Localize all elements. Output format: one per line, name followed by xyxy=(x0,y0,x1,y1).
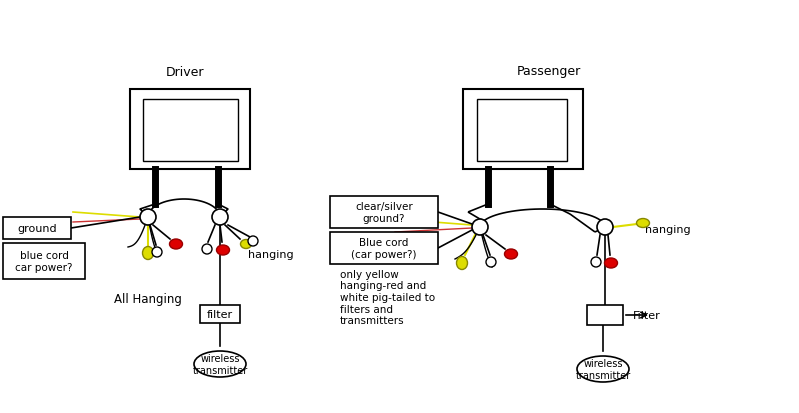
Ellipse shape xyxy=(169,240,182,249)
Text: Driver: Driver xyxy=(165,65,205,78)
Circle shape xyxy=(248,236,258,247)
FancyBboxPatch shape xyxy=(3,218,71,240)
Text: Blue cord
(car power?): Blue cord (car power?) xyxy=(352,237,417,259)
FancyBboxPatch shape xyxy=(330,197,438,228)
Text: only yellow
hanging-red and
white pig-tailed to
filters and
transmitters: only yellow hanging-red and white pig-ta… xyxy=(340,269,435,325)
Text: ground: ground xyxy=(18,223,57,233)
Circle shape xyxy=(212,209,228,225)
Circle shape xyxy=(597,219,613,235)
FancyBboxPatch shape xyxy=(477,100,567,161)
Circle shape xyxy=(486,257,496,267)
Text: hanging: hanging xyxy=(248,249,293,259)
Text: wireless
transmitter: wireless transmitter xyxy=(193,354,248,375)
Ellipse shape xyxy=(142,247,153,260)
Ellipse shape xyxy=(240,240,252,249)
Text: Passenger: Passenger xyxy=(517,65,581,78)
Circle shape xyxy=(591,257,601,267)
Text: Filter: Filter xyxy=(633,310,661,320)
Text: hanging: hanging xyxy=(645,224,690,235)
Circle shape xyxy=(472,219,488,235)
FancyBboxPatch shape xyxy=(143,100,238,161)
Circle shape xyxy=(152,247,162,257)
FancyBboxPatch shape xyxy=(330,233,438,264)
FancyBboxPatch shape xyxy=(200,305,240,323)
Ellipse shape xyxy=(456,257,467,270)
FancyBboxPatch shape xyxy=(587,305,623,325)
Circle shape xyxy=(202,244,212,254)
Ellipse shape xyxy=(194,351,246,377)
Ellipse shape xyxy=(605,259,618,268)
Text: wireless
transmitter: wireless transmitter xyxy=(575,358,630,380)
Ellipse shape xyxy=(577,356,629,382)
Text: filter: filter xyxy=(207,309,233,319)
Text: clear/silver
ground?: clear/silver ground? xyxy=(355,202,413,223)
FancyBboxPatch shape xyxy=(130,90,250,170)
Ellipse shape xyxy=(217,245,229,255)
FancyBboxPatch shape xyxy=(3,243,85,279)
Circle shape xyxy=(140,209,156,225)
FancyBboxPatch shape xyxy=(463,90,583,170)
Text: All Hanging: All Hanging xyxy=(114,293,182,306)
Ellipse shape xyxy=(504,249,518,259)
Ellipse shape xyxy=(637,219,650,228)
Text: blue cord
car power?: blue cord car power? xyxy=(15,251,73,272)
